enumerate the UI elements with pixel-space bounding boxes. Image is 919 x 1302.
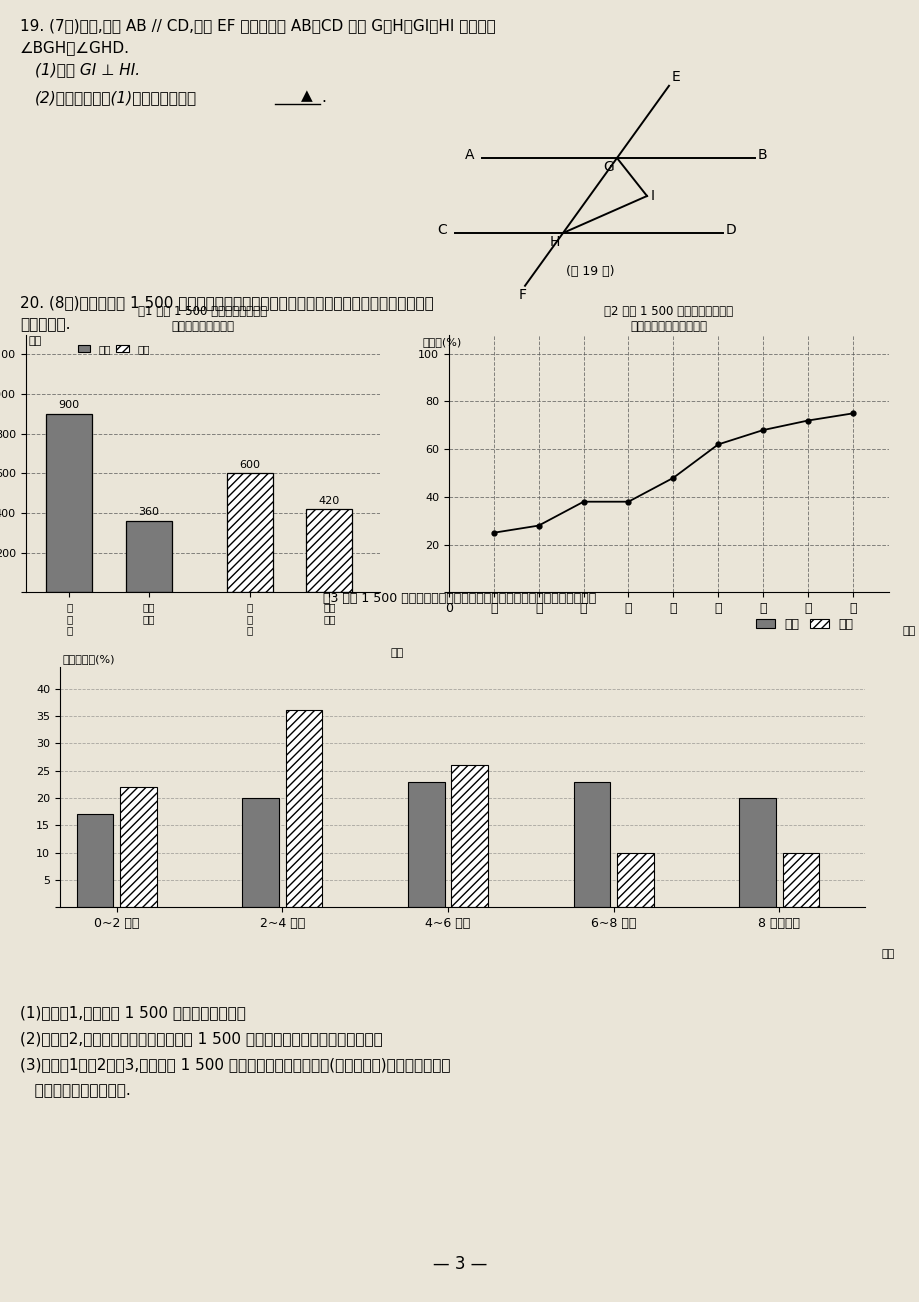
Text: B: B	[757, 148, 766, 161]
Bar	[306, 509, 352, 592]
Bar	[226, 474, 273, 592]
Legend: 小学, 初中: 小学, 初中	[750, 613, 857, 635]
Text: I: I	[651, 189, 654, 203]
Bar	[243, 798, 278, 907]
Text: D: D	[725, 223, 736, 237]
Text: ∠BGH、∠GHD.: ∠BGH、∠GHD.	[20, 40, 130, 55]
Title: 图1 某区 1 500 名小学生和初中生
近视情况条形统计图: 图1 某区 1 500 名小学生和初中生 近视情况条形统计图	[138, 306, 267, 333]
Text: 年级: 年级	[902, 626, 914, 635]
Text: E: E	[671, 70, 680, 83]
Text: H: H	[549, 234, 560, 249]
Text: 时长: 时长	[881, 949, 894, 958]
Text: 类别: 类别	[390, 648, 403, 658]
Text: (1)根据图1,计算该区 1 500 名学生的近视率；: (1)根据图1,计算该区 1 500 名学生的近视率；	[20, 1005, 245, 1019]
Text: 19. (7分)如图,已知 AB // CD,直线 EF 分别交直线 AB、CD 于点 G、H，GI、HI 分别平分: 19. (7分)如图,已知 AB // CD,直线 EF 分别交直线 AB、CD…	[20, 18, 495, 33]
Text: ▲: ▲	[301, 89, 312, 103]
Text: G: G	[603, 160, 613, 174]
Bar	[408, 781, 444, 907]
Text: 600: 600	[239, 460, 260, 470]
Text: 图3 某区 1 500 名小学生和初中生每节课课间户外活动平均时长分布统计图: 图3 某区 1 500 名小学生和初中生每节课课间户外活动平均时长分布统计图	[323, 592, 596, 605]
Text: (2)请用文字概括(1)所证明的命题：: (2)请用文字概括(1)所证明的命题：	[35, 90, 197, 105]
Text: 近视率(%): 近视率(%)	[422, 337, 460, 348]
Bar	[46, 414, 92, 592]
Text: F: F	[518, 288, 527, 302]
Text: 人数百分比(%): 人数百分比(%)	[62, 654, 115, 664]
Text: C: C	[437, 223, 447, 237]
Bar	[782, 853, 818, 907]
Bar	[286, 711, 322, 907]
Text: .: .	[321, 90, 325, 105]
Text: 长的统计图.: 长的统计图.	[20, 316, 71, 332]
Bar	[617, 853, 652, 907]
Text: 20. (8分)下面是某区 1 500 名小学生和初中生的视力情况和他们每节课课间户外活动平均时: 20. (8分)下面是某区 1 500 名小学生和初中生的视力情况和他们每节课课…	[20, 296, 433, 310]
Text: (1)求证 GI ⊥ HI.: (1)求证 GI ⊥ HI.	[35, 62, 140, 77]
Bar	[738, 798, 775, 907]
Bar	[573, 781, 609, 907]
Text: A: A	[464, 148, 473, 161]
Legend: 小学, 初中: 小学, 初中	[74, 340, 153, 358]
Text: 900: 900	[59, 401, 80, 410]
Bar	[120, 786, 156, 907]
Bar	[77, 815, 113, 907]
Bar	[125, 521, 172, 592]
Text: (3)根据图1、图2、图3,描述该区 1 500 名学生近视率和所在学段(小学、初中)、每节课课间户: (3)根据图1、图2、图3,描述该区 1 500 名学生近视率和所在学段(小学、…	[20, 1057, 450, 1072]
Text: 外活动平均时长的关系.: 外活动平均时长的关系.	[20, 1083, 130, 1098]
Text: (2)根据图2,从两个不同的角度描述该区 1 500 名学生各年级近视率的变化趋势；: (2)根据图2,从两个不同的角度描述该区 1 500 名学生各年级近视率的变化趋…	[20, 1031, 382, 1046]
Text: (第 19 题): (第 19 题)	[565, 266, 614, 279]
Text: 420: 420	[318, 496, 340, 505]
Text: 人数: 人数	[28, 336, 42, 345]
Text: 360: 360	[138, 508, 159, 517]
Text: — 3 —: — 3 —	[432, 1255, 487, 1273]
Bar	[451, 766, 487, 907]
Title: 图2 某区 1 500 名小学生和初中生
各年级近视率折线统计图: 图2 某区 1 500 名小学生和初中生 各年级近视率折线统计图	[604, 306, 732, 333]
